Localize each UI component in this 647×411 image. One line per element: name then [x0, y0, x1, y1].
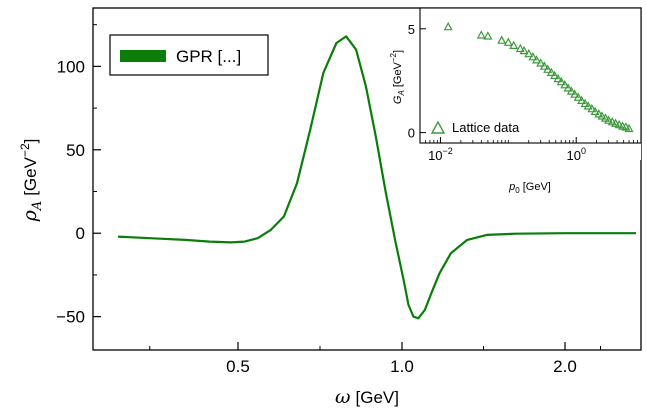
lattice-data-point	[594, 109, 604, 118]
series-line-gpr	[117, 35, 636, 320]
lattice-data-point	[509, 40, 519, 49]
main-legend: GPR [...]	[109, 34, 269, 76]
lattice-data-point	[573, 92, 583, 101]
x-tick-label: 2.0	[553, 357, 577, 376]
x-tick-label: 1.0	[390, 357, 414, 376]
lattice-data-point	[580, 98, 590, 108]
main-plot-frame	[92, 7, 642, 351]
lattice-data-point	[587, 103, 597, 113]
lattice-data-point	[553, 73, 563, 83]
lattice-data-point	[515, 43, 525, 53]
inset-legend: Lattice data	[430, 120, 520, 135]
lattice-data-point	[443, 21, 453, 31]
inset-legend-label: Lattice data	[452, 120, 520, 135]
lattice-data-point	[583, 101, 593, 110]
lattice-data-point	[476, 30, 486, 39]
inset-plot-frame	[419, 7, 642, 144]
lattice-data-point	[497, 35, 507, 44]
y-tick-label: 50	[66, 141, 85, 160]
lattice-data-point	[546, 67, 556, 76]
lattice-data-point	[528, 52, 538, 61]
lattice-data-point	[604, 115, 614, 124]
lattice-data-point	[566, 86, 576, 95]
y-axis-title: ρA[GeV−2]	[18, 139, 45, 223]
legend-swatch	[120, 50, 166, 62]
lattice-data-point	[577, 95, 587, 104]
y-tick-label: 0	[76, 224, 85, 243]
lattice-data-point	[536, 58, 546, 67]
inset-x-tick-label: 100	[566, 146, 585, 163]
lattice-data-point	[597, 111, 607, 120]
lattice-data-point	[563, 83, 573, 92]
x-axis-title: ω [GeV]	[335, 386, 399, 408]
lattice-data-point	[550, 70, 560, 80]
lattice-data-point	[524, 48, 534, 58]
y-tick-label: −50	[56, 308, 85, 327]
lattice-data-point	[503, 37, 513, 46]
lattice-data-point	[539, 61, 549, 70]
lattice-data-point	[556, 76, 566, 86]
lattice-data-point	[531, 55, 542, 64]
inset-y-axis-title: GA[GeV−2]	[389, 50, 406, 104]
inset-x-axis-title: p0 [GeV]	[508, 181, 551, 195]
lattice-data-point	[600, 113, 611, 122]
lattice-data-point	[519, 45, 529, 55]
y-tick-label: 100	[57, 57, 85, 76]
lattice-data-point	[543, 64, 553, 73]
lattice-data-point	[483, 31, 493, 40]
legend-label: GPR [...]	[176, 47, 241, 66]
inset-y-tick-label: 0	[408, 126, 415, 141]
inset-y-tick-label: 5	[408, 22, 415, 37]
inset-background	[420, 8, 641, 160]
lattice-data-point	[590, 106, 600, 115]
x-tick-label: 0.5	[226, 357, 250, 376]
lattice-data-point	[570, 89, 580, 98]
inset-legend-marker	[430, 120, 446, 134]
lattice-data-point	[624, 123, 634, 133]
lattice-data-point	[611, 118, 621, 127]
inset-x-tick-label: 10−2	[428, 146, 453, 163]
lattice-data-point	[560, 80, 570, 89]
